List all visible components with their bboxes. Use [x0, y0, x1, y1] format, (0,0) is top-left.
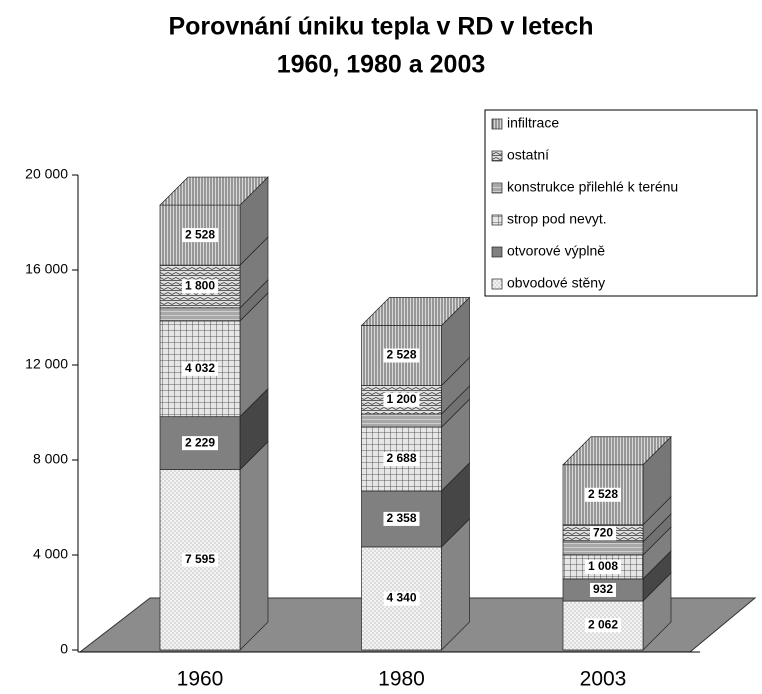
legend-label: strop pod nevyt.: [507, 211, 607, 227]
x-tick-label: 1980: [378, 668, 425, 691]
bar-top: [562, 436, 672, 466]
value-label-box: [383, 452, 420, 467]
y-tick-label: 20 000: [25, 166, 68, 182]
value-label-box: [181, 436, 219, 451]
legend-label: ostatní: [507, 147, 549, 163]
value-label: 2 528: [185, 227, 215, 241]
legend-label: konstrukce přilehlé k terénu: [507, 179, 678, 195]
value-label: 2 062: [588, 618, 618, 632]
value-label-box: [584, 487, 622, 502]
value-label: 2 688: [386, 451, 416, 465]
value-label: 1 008: [588, 559, 618, 573]
bar-top: [360, 297, 471, 326]
value-label-box: [589, 526, 617, 541]
legend-swatch: [491, 118, 503, 130]
value-label-box: [584, 618, 622, 633]
y-tick-label: 12 000: [25, 356, 68, 372]
value-label: 2 229: [185, 435, 215, 449]
value-label: 932: [593, 582, 613, 596]
x-tick-label: 2003: [580, 668, 627, 691]
value-label: 720: [593, 526, 613, 540]
chart-title: Porovnání úniku tepla v RD v letech: [168, 13, 593, 41]
legend: obvodové stěny otvorové výplně strop pod n…: [484, 109, 758, 297]
y-tick-label: 8 000: [33, 451, 68, 467]
value-label: 7 595: [185, 552, 215, 566]
value-label-box: [383, 591, 420, 606]
value-label-box: [181, 279, 219, 294]
value-label: 2 528: [588, 487, 618, 501]
bar: [361, 413, 442, 428]
value-label: 1 800: [185, 279, 215, 293]
x-tick-label: 1960: [177, 668, 224, 691]
value-label: 2 528: [386, 348, 416, 362]
value-label-box: [584, 559, 622, 574]
legend-swatch: [491, 150, 503, 162]
value-label-box: [181, 361, 219, 376]
chart-title: 1960, 1980 a 2003: [277, 51, 486, 79]
bar-top: [159, 176, 269, 206]
bar: [361, 490, 442, 548]
legend-label: infiltrace: [507, 115, 559, 131]
legend-box: [484, 109, 758, 297]
y-tick-label: 0: [60, 641, 68, 657]
legend-swatch: [491, 278, 503, 290]
legend-label: obvodové stěny: [507, 275, 605, 291]
legend-label: otvorové výplně: [507, 243, 605, 259]
value-label-box: [181, 552, 219, 567]
bar: [159, 307, 241, 322]
value-label-box: [383, 511, 420, 526]
value-label-box: [383, 392, 420, 407]
legend-swatch: [491, 246, 503, 258]
value-label: 4 340: [386, 591, 416, 605]
y-tick-label: 4 000: [33, 546, 68, 562]
value-label: 4 032: [185, 361, 215, 375]
value-label-box: [383, 348, 420, 363]
legend-swatch: [491, 214, 503, 226]
value-label-box: [589, 582, 617, 597]
y-tick-label: 16 000: [25, 261, 68, 277]
value-label: 2 358: [386, 511, 416, 525]
value-label: 1 200: [386, 392, 416, 406]
bar: [562, 541, 644, 556]
value-label-box: [181, 228, 219, 243]
legend-swatch: [491, 182, 503, 194]
bar-side: [239, 440, 269, 651]
